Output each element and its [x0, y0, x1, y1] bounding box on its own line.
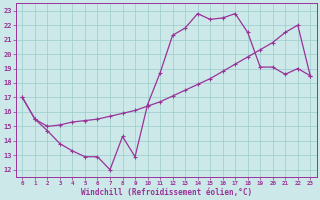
X-axis label: Windchill (Refroidissement éolien,°C): Windchill (Refroidissement éolien,°C) — [81, 188, 252, 197]
